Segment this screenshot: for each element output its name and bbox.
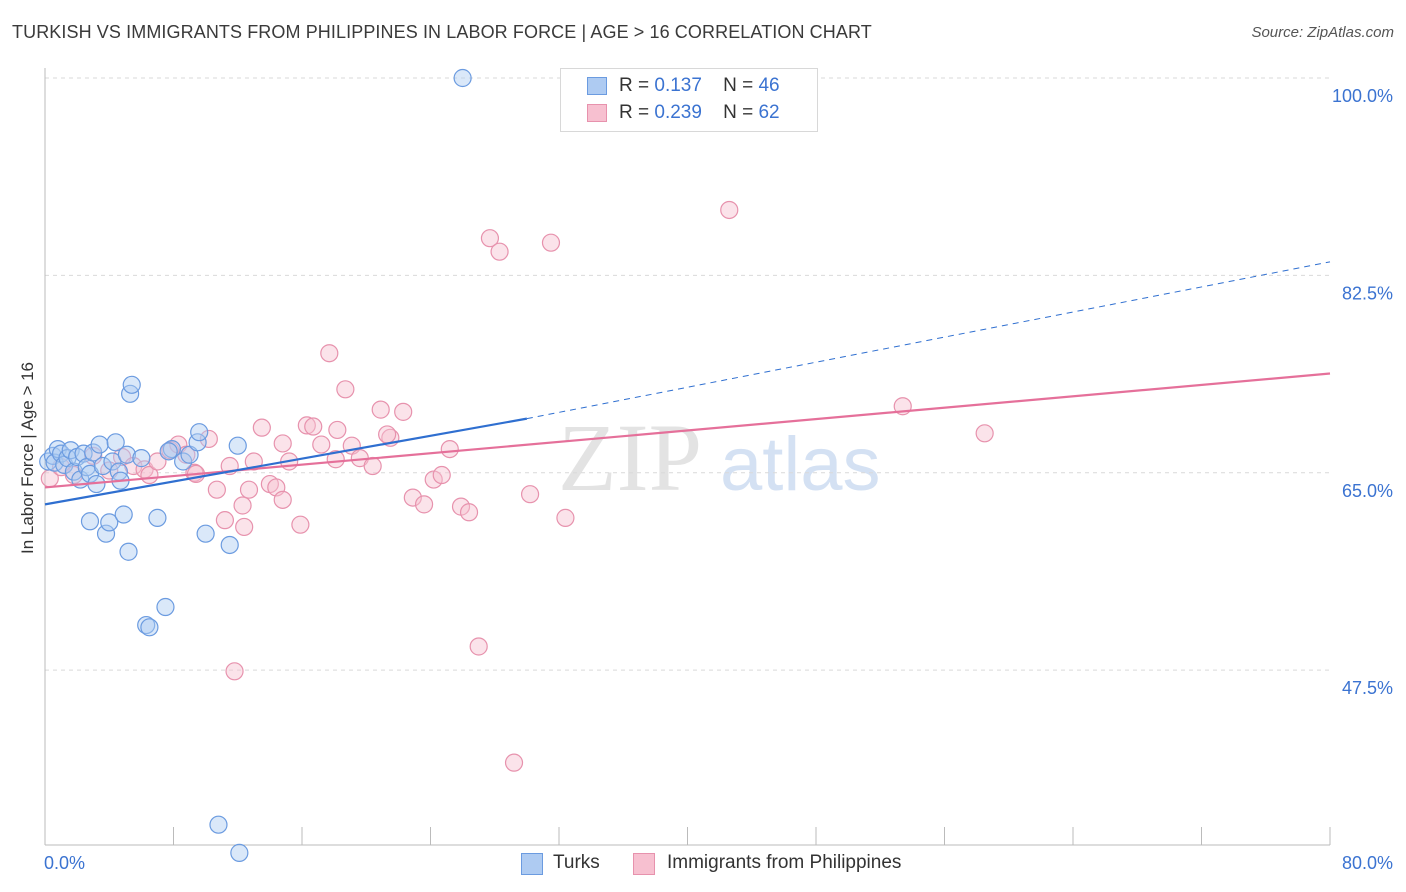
series-swatch-philippines <box>633 853 655 875</box>
philippines-point <box>235 517 254 537</box>
chart-title: TURKISH VS IMMIGRANTS FROM PHILIPPINES I… <box>12 22 872 42</box>
turks-point <box>230 843 249 862</box>
philippines-trend-line <box>44 372 1331 489</box>
philippines-point <box>520 485 540 504</box>
turks-point <box>96 524 116 543</box>
philippines-point <box>432 465 451 485</box>
philippines-point <box>556 508 575 527</box>
turks-point <box>90 435 109 454</box>
philippines-point <box>363 456 382 476</box>
y-tick-label: 100.0% <box>1332 86 1393 106</box>
trend-lines <box>44 261 1331 506</box>
philippines-point <box>207 480 226 499</box>
correlation-legend: R = 0.137 N = 46 R = 0.239 N = 62 <box>560 68 818 132</box>
philippines-point <box>273 434 292 453</box>
turks-point <box>220 535 239 555</box>
philippines-point <box>541 233 561 252</box>
turks-point <box>156 597 175 617</box>
philippines-point <box>312 435 331 454</box>
philippines-point <box>490 242 509 261</box>
philippines-point <box>199 429 218 449</box>
y-tick-label: 65.0% <box>1342 481 1393 501</box>
turks-point <box>209 815 228 834</box>
series-label-turks: Turks <box>553 852 600 873</box>
philippines-point <box>320 344 339 363</box>
turks-trend-extension <box>526 261 1331 420</box>
legend-swatch-turks <box>587 77 607 95</box>
turks-point <box>228 436 247 455</box>
philippines-point <box>504 753 524 772</box>
watermark: ZIP atlas <box>558 404 881 511</box>
source-credit: Source: ZipAtlas.com <box>1251 24 1394 41</box>
turks-points <box>39 68 472 862</box>
turks-point <box>117 445 137 464</box>
philippines-point <box>273 490 292 509</box>
legend-n-label: N = <box>723 102 754 123</box>
philippines-point <box>252 418 271 437</box>
legend-r-label: R = <box>619 75 650 96</box>
turks-point <box>159 442 178 461</box>
turks-trend-line <box>44 417 528 506</box>
turks-point <box>114 505 133 524</box>
philippines-point <box>414 495 434 514</box>
series-label-philippines: Immigrants from Philippines <box>667 852 902 873</box>
philippines-point <box>233 496 252 515</box>
legend-n-value-turks: 46 <box>758 75 780 96</box>
x-tick-label-max: 80.0% <box>1342 853 1393 873</box>
turks-point <box>162 439 181 459</box>
y-tick-label: 82.5% <box>1342 283 1393 303</box>
philippines-point <box>225 662 244 681</box>
turks-point <box>132 449 151 468</box>
turks-point <box>453 68 472 88</box>
y-tick-label: 47.5% <box>1342 678 1393 698</box>
philippines-point <box>239 480 259 499</box>
turks-point <box>106 433 125 452</box>
legend-r-value-philippines: 0.239 <box>654 102 702 123</box>
turks-point <box>121 384 140 403</box>
philippines-point <box>440 439 459 459</box>
legend-r-value-turks: 0.137 <box>654 75 702 96</box>
philippines-point <box>215 511 234 530</box>
turks-point <box>190 423 209 442</box>
philippines-point <box>403 488 422 507</box>
watermark-atlas: atlas <box>720 422 881 507</box>
philippines-point <box>378 425 397 444</box>
turks-point <box>80 512 100 531</box>
philippines-point <box>975 424 994 443</box>
turks-point <box>93 456 112 476</box>
turks-point <box>196 524 215 543</box>
legend-n-label: N = <box>723 75 754 96</box>
x-tick-label-min: 0.0% <box>44 853 85 873</box>
legend-swatch-philippines <box>587 104 607 122</box>
series-swatch-turks <box>521 853 543 875</box>
philippines-point <box>459 503 479 522</box>
x-tick-labels: 0.0% 80.0% <box>44 853 1393 873</box>
turks-point <box>148 508 167 527</box>
turks-point <box>100 513 119 532</box>
philippines-point <box>469 637 488 656</box>
philippines-point <box>720 200 739 220</box>
philippines-point <box>371 400 390 419</box>
legend-r-label: R = <box>619 102 650 123</box>
philippines-point <box>480 229 500 248</box>
turks-point <box>137 615 156 635</box>
philippines-point <box>394 402 413 421</box>
turks-point <box>174 452 193 471</box>
turks-point <box>119 542 138 561</box>
turks-point <box>122 375 141 394</box>
philippines-points <box>40 200 994 772</box>
turks-point <box>74 444 93 463</box>
philippines-point <box>297 416 316 435</box>
philippines-point <box>326 450 345 469</box>
philippines-point <box>336 380 355 399</box>
philippines-point <box>328 420 347 440</box>
y-tick-labels: 47.5% 65.0% 82.5% 100.0% <box>1332 86 1393 698</box>
turks-point <box>140 618 159 637</box>
legend-n-value-philippines: 62 <box>758 102 780 123</box>
philippines-point <box>304 417 323 436</box>
philippines-point <box>291 515 310 534</box>
gridlines <box>45 77 1330 671</box>
watermark-zip: ZIP <box>558 404 702 511</box>
